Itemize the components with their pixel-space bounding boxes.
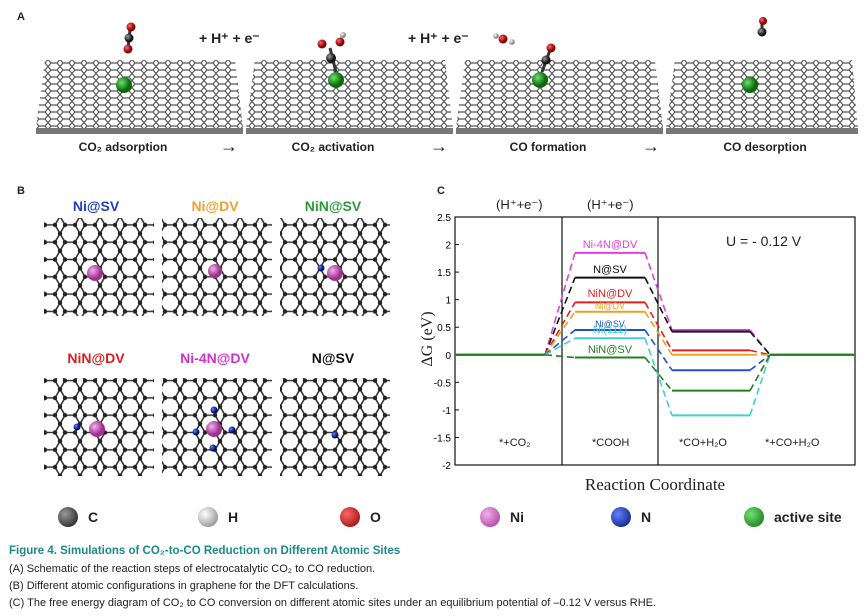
series-4-connector-0 bbox=[544, 329, 576, 356]
series-label-1: N@SV bbox=[593, 263, 627, 276]
series-2-connector-1 bbox=[644, 302, 673, 351]
hydrogen-ball-icon bbox=[198, 507, 218, 527]
series-6-connector-0 bbox=[544, 353, 576, 359]
config-title-ni-4n-dv: Ni-4N@DV bbox=[180, 350, 250, 366]
state-label-1: *+CO₂ bbox=[499, 437, 531, 449]
y-tick-label-4: 0.5 bbox=[437, 323, 451, 334]
series-label-6: NiN@SV bbox=[587, 343, 633, 356]
step-arrow-1: → bbox=[220, 136, 238, 156]
legend-nitrogen: N bbox=[611, 507, 651, 527]
series-label-2: NiN@DV bbox=[587, 288, 633, 301]
legend-active-site: active site bbox=[744, 507, 842, 527]
series-1-connector-0 bbox=[544, 277, 576, 356]
x-axis-label: Reaction Coordinate bbox=[584, 475, 726, 494]
y-tick-label-7: -1 bbox=[442, 406, 451, 417]
config-title-ni-sv: Ni@SV bbox=[72, 198, 120, 214]
state-label-4: *+CO+H₂O bbox=[765, 437, 820, 449]
sheet-1 bbox=[36, 22, 243, 134]
series-label-5: Ni(111) bbox=[592, 324, 628, 337]
carbon-ball-icon bbox=[58, 507, 78, 527]
active-site-ball-icon bbox=[744, 507, 764, 527]
series-3-connector-1 bbox=[644, 311, 673, 356]
proton-electron-label-2: + H⁺ + e⁻ bbox=[408, 30, 469, 46]
config-nin-dv-lattice bbox=[44, 378, 154, 476]
step-co2-activation: CO₂ activation bbox=[291, 140, 375, 154]
y-tick-label-2: 1.5 bbox=[437, 268, 451, 279]
series-6-connector-1 bbox=[644, 357, 673, 392]
chart-plot-frame bbox=[454, 216, 856, 466]
step-top-label-2: (H⁺+e⁻) bbox=[587, 197, 634, 212]
y-tick-label-5: 0 bbox=[445, 351, 451, 362]
config-title-n-sv: N@SV bbox=[311, 350, 355, 366]
sheet-3 bbox=[456, 33, 663, 134]
y-tick-label-8: -1.5 bbox=[434, 433, 452, 444]
sheet-4 bbox=[666, 17, 858, 134]
y-tick-label-0: 2.5 bbox=[437, 213, 451, 224]
y-tick-label-3: 1 bbox=[445, 296, 451, 307]
potential-label: U = - 0.12 V bbox=[726, 233, 802, 249]
series-5-connector-0 bbox=[544, 337, 576, 356]
step-top-label-1: (H⁺+e⁻) bbox=[496, 197, 543, 212]
config-title-ni-dv: Ni@DV bbox=[191, 198, 239, 214]
config-title-nin-sv: NiN@SV bbox=[304, 198, 362, 214]
caption-line-b: (B) Different atomic configurations in g… bbox=[9, 580, 359, 592]
caption-line-a: (A) Schematic of the reaction steps of e… bbox=[9, 563, 376, 575]
series-4-connector-2 bbox=[749, 354, 771, 371]
step-co-desorption: CO desorption bbox=[723, 140, 807, 154]
panel-b-label: B bbox=[17, 185, 25, 197]
series-1-connector-2 bbox=[749, 331, 771, 356]
series-label-4: Ni@SV bbox=[595, 318, 625, 329]
config-nin-sv-lattice bbox=[280, 218, 390, 316]
figure-caption-title: Figure 4. Simulations of CO₂-to-CO Reduc… bbox=[9, 545, 401, 557]
nitrogen-ball-icon bbox=[611, 507, 631, 527]
sheet-2 bbox=[246, 32, 453, 134]
y-tick-label-6: -0.5 bbox=[434, 378, 452, 389]
series-5-connector-1 bbox=[644, 337, 673, 416]
legend-oxygen: O bbox=[340, 507, 381, 527]
series-label-0: Ni-4N@DV bbox=[582, 238, 638, 251]
state-label-3: *CO+H₂O bbox=[679, 437, 727, 449]
legend-nickel: Ni bbox=[480, 507, 524, 527]
series-4-connector-1 bbox=[644, 329, 673, 371]
y-tick-label-1: 2 bbox=[445, 241, 451, 252]
step-co2-adsorption: CO₂ adsorption bbox=[78, 140, 168, 154]
step-arrow-2: → bbox=[430, 136, 448, 156]
nickel-ball-icon bbox=[480, 507, 500, 527]
config-n-sv-lattice bbox=[280, 378, 390, 476]
panel-c-label: C bbox=[437, 185, 445, 197]
series-0-connector-1 bbox=[644, 252, 673, 331]
legend-carbon: C bbox=[58, 507, 98, 527]
legend-hydrogen: H bbox=[198, 507, 238, 527]
config-title-nin-dv: NiN@DV bbox=[67, 350, 125, 366]
caption-line-c: (C) The free energy diagram of CO₂ to CO… bbox=[9, 597, 657, 609]
config-ni-sv-lattice bbox=[44, 218, 154, 316]
config-ni-4n-dv-lattice bbox=[162, 378, 272, 476]
step-co-formation: CO formation bbox=[509, 140, 587, 154]
series-6-connector-2 bbox=[749, 354, 771, 391]
panel-a-label: A bbox=[17, 11, 25, 23]
y-tick-label-9: -2 bbox=[442, 461, 451, 472]
config-ni-dv-lattice bbox=[162, 218, 272, 316]
oxygen-ball-icon bbox=[340, 507, 360, 527]
series-1-connector-1 bbox=[644, 277, 673, 332]
state-label-2: *COOH bbox=[592, 437, 630, 449]
step-arrow-3: → bbox=[642, 136, 660, 156]
proton-electron-label-1: + H⁺ + e⁻ bbox=[199, 30, 260, 46]
series-2-connector-0 bbox=[544, 302, 576, 356]
series-0-connector-0 bbox=[544, 252, 576, 356]
y-axis-label: ΔG (eV) bbox=[419, 311, 436, 367]
series-3-connector-0 bbox=[544, 311, 576, 356]
series-label-3: Ni@DV bbox=[594, 300, 626, 311]
